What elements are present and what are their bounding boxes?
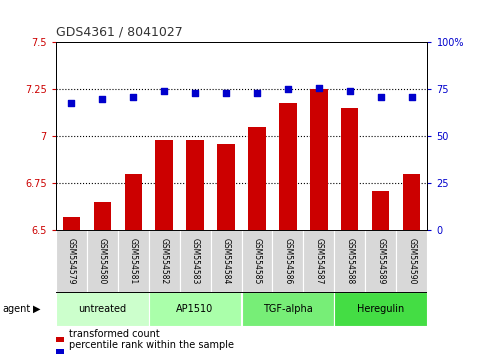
Point xyxy=(160,88,168,94)
Text: GSM554587: GSM554587 xyxy=(314,238,324,284)
Text: GDS4361 / 8041027: GDS4361 / 8041027 xyxy=(56,26,182,39)
Point xyxy=(377,94,385,100)
Text: transformed count: transformed count xyxy=(69,329,160,339)
Point xyxy=(129,94,137,100)
Bar xyxy=(156,140,172,230)
Bar xyxy=(56,337,64,342)
Bar xyxy=(149,230,180,292)
Bar xyxy=(334,292,427,326)
Bar xyxy=(62,217,80,230)
Bar xyxy=(211,230,242,292)
Bar xyxy=(334,230,366,292)
Bar xyxy=(366,230,397,292)
Bar xyxy=(56,230,86,292)
Text: untreated: untreated xyxy=(78,304,126,314)
Text: GSM554580: GSM554580 xyxy=(98,238,107,284)
Text: TGF-alpha: TGF-alpha xyxy=(263,304,313,314)
Bar xyxy=(242,292,334,326)
Text: GSM554579: GSM554579 xyxy=(67,238,75,284)
Text: GSM554584: GSM554584 xyxy=(222,238,230,284)
Text: Heregulin: Heregulin xyxy=(357,304,405,314)
Text: GSM554586: GSM554586 xyxy=(284,238,293,284)
Point xyxy=(67,100,75,105)
Text: GSM554581: GSM554581 xyxy=(128,238,138,284)
Text: GSM554582: GSM554582 xyxy=(159,238,169,284)
Point xyxy=(408,94,416,100)
Text: GSM554589: GSM554589 xyxy=(376,238,385,284)
Bar xyxy=(397,230,427,292)
Text: GSM554585: GSM554585 xyxy=(253,238,261,284)
Point xyxy=(222,90,230,96)
Bar xyxy=(341,108,358,230)
Point xyxy=(98,96,106,102)
Text: GSM554590: GSM554590 xyxy=(408,238,416,284)
Text: GSM554588: GSM554588 xyxy=(345,238,355,284)
Bar xyxy=(303,230,334,292)
Text: ▶: ▶ xyxy=(33,304,41,314)
Bar xyxy=(125,174,142,230)
Bar xyxy=(56,349,64,354)
Text: percentile rank within the sample: percentile rank within the sample xyxy=(69,341,234,350)
Bar xyxy=(186,140,203,230)
Bar xyxy=(217,144,235,230)
Text: AP1510: AP1510 xyxy=(176,304,213,314)
Bar xyxy=(86,230,117,292)
Bar xyxy=(311,89,327,230)
Bar xyxy=(180,230,211,292)
Text: agent: agent xyxy=(2,304,30,314)
Bar xyxy=(117,230,149,292)
Bar xyxy=(403,174,421,230)
Point xyxy=(253,90,261,96)
Text: GSM554583: GSM554583 xyxy=(190,238,199,284)
Point xyxy=(346,88,354,94)
Bar xyxy=(280,103,297,230)
Bar xyxy=(149,292,242,326)
Bar xyxy=(242,230,272,292)
Bar xyxy=(372,191,389,230)
Point xyxy=(284,86,292,92)
Bar xyxy=(272,230,303,292)
Point xyxy=(191,90,199,96)
Bar xyxy=(248,127,266,230)
Point xyxy=(315,85,323,90)
Bar xyxy=(94,202,111,230)
Bar xyxy=(56,292,149,326)
